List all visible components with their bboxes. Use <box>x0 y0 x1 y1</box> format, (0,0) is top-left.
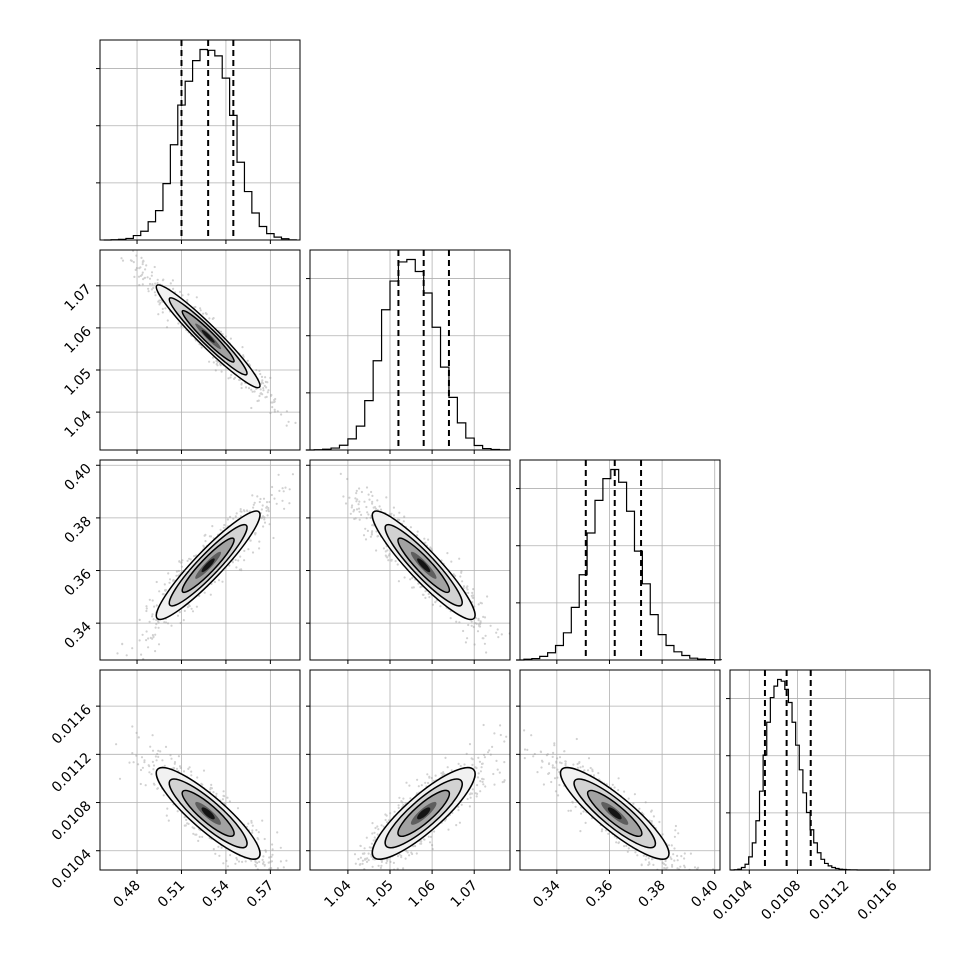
contour-line-3 <box>155 766 261 860</box>
hist-panel-1 <box>305 249 511 454</box>
scatter-content <box>115 725 288 870</box>
y-tick-label: 1.06 <box>61 323 94 356</box>
y-tick-label: 0.36 <box>61 566 94 599</box>
density-core <box>201 329 215 343</box>
contour-line-1 <box>586 789 643 838</box>
x-tick-label: 0.36 <box>583 877 616 910</box>
scatter-content <box>353 723 508 870</box>
scatter-panel-2-0: 0.34 0.36 0.38 0.40 <box>61 459 301 664</box>
histogram-line <box>103 48 297 241</box>
hist-panel-3: 0.0104 0.0108 0.0112 0.0116 <box>710 669 931 924</box>
panel-frame <box>99 669 301 871</box>
y-tick-label: 1.04 <box>61 408 94 441</box>
panel-frame <box>309 459 511 661</box>
scatter-panel-3-2: 0.34 0.36 0.38 0.40 <box>516 669 722 911</box>
histogram-line <box>305 258 509 451</box>
y-tick-label: 0.40 <box>61 461 94 494</box>
scatter-content <box>339 472 510 654</box>
x-tick-label: 0.0112 <box>807 878 853 924</box>
x-tick-label: 0.38 <box>636 878 669 911</box>
y-tick-label: 0.0108 <box>49 798 95 844</box>
y-tick-label: 1.07 <box>61 281 94 314</box>
scatter-panel-2-1 <box>306 459 511 664</box>
x-tick-label: 0.0116 <box>855 877 901 923</box>
panel-frame <box>309 249 511 451</box>
contour-line-1 <box>181 537 235 594</box>
contour-line-2 <box>573 778 657 849</box>
x-tick-label: 0.54 <box>199 877 232 910</box>
scatter-content <box>520 729 715 870</box>
y-tick-label: 1.05 <box>61 366 94 399</box>
density-core <box>201 558 215 573</box>
contour-line-3 <box>371 510 476 621</box>
x-tick-label: 1.06 <box>406 877 439 910</box>
hist-panel-0 <box>96 39 301 244</box>
density-core <box>417 558 431 573</box>
scatter-content <box>116 473 295 660</box>
contour-line-1 <box>397 537 451 594</box>
hist-panel-2 <box>516 459 722 664</box>
scatter-panel-1-0: 1.04 1.05 1.06 1.07 <box>61 249 301 454</box>
y-tick-label: 0.0104 <box>49 846 95 892</box>
density-core <box>201 807 215 820</box>
contour-line-3 <box>371 766 476 860</box>
y-tick-label: 0.0112 <box>49 750 95 796</box>
scatter-panel-3-1: 1.04 1.05 1.06 1.07 <box>306 669 511 911</box>
x-tick-label: 0.34 <box>530 877 563 910</box>
y-tick-label: 0.38 <box>61 513 94 546</box>
histogram-line <box>516 468 722 661</box>
panel-frame <box>519 669 721 871</box>
contour-line-1 <box>181 789 235 838</box>
panel-frame <box>99 39 301 241</box>
panel-frame <box>309 669 511 871</box>
x-tick-label: 0.57 <box>244 878 277 911</box>
contour-line-2 <box>168 523 248 607</box>
contour-line-2 <box>168 297 248 376</box>
contour-line-3 <box>559 766 670 860</box>
x-tick-label: 1.07 <box>448 878 481 911</box>
contour-line-2 <box>384 523 463 607</box>
contour-line-2 <box>168 778 248 849</box>
panel-frame <box>729 669 931 871</box>
contour-line-3 <box>155 510 261 621</box>
panel-frame <box>519 459 721 661</box>
x-tick-label: 0.48 <box>111 878 144 911</box>
contour-line-2 <box>384 778 463 849</box>
density-core <box>607 807 622 820</box>
contour-line-1 <box>397 789 451 838</box>
contour-line-1 <box>181 309 235 363</box>
x-tick-label: 1.05 <box>363 878 396 911</box>
contour-line-3 <box>155 284 261 389</box>
x-tick-label: 0.0108 <box>758 878 804 924</box>
y-tick-label: 0.0116 <box>49 702 95 748</box>
scatter-content <box>120 250 297 427</box>
panel-frame <box>99 249 301 451</box>
density-core <box>417 807 431 820</box>
y-tick-label: 0.34 <box>61 619 94 652</box>
panel-frame <box>99 459 301 661</box>
x-tick-label: 0.51 <box>155 878 188 911</box>
x-tick-label: 1.04 <box>321 877 354 910</box>
